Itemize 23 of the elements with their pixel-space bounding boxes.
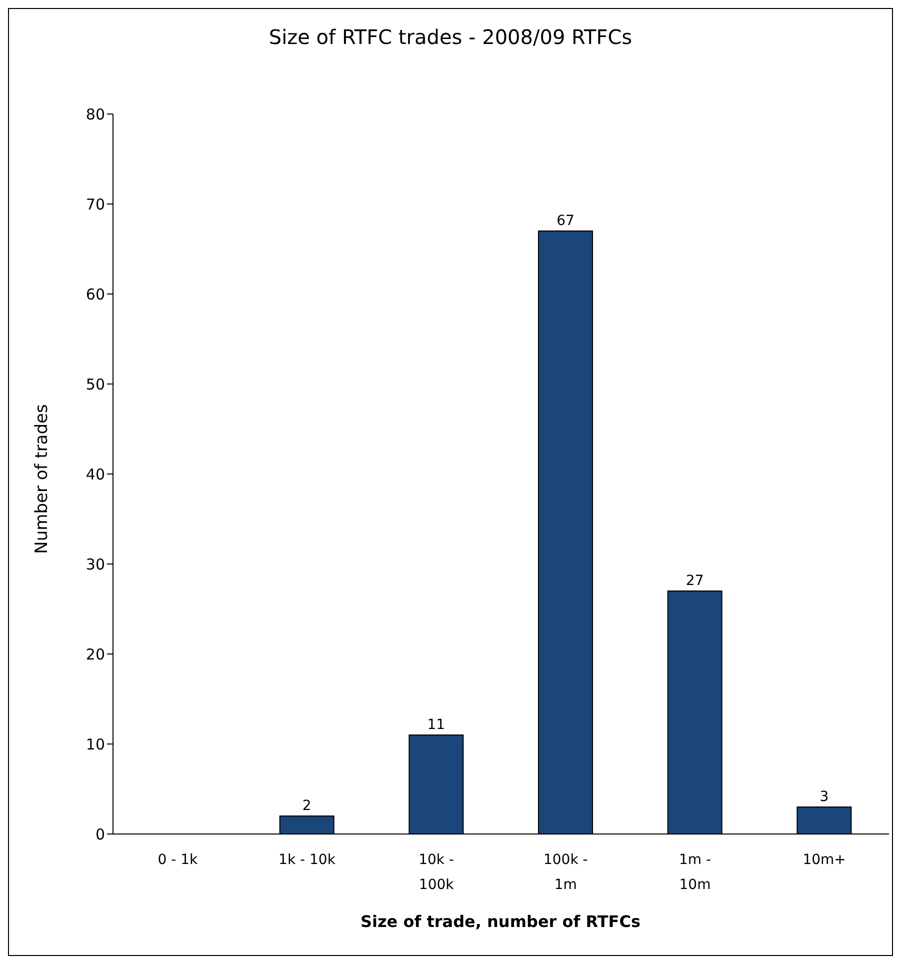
- y-tick-label: 50: [86, 375, 105, 394]
- x-tick-label: 1k - 10k: [278, 852, 336, 868]
- x-tick-label: 100k - 1m: [543, 852, 588, 893]
- chart-title: Size of RTFC trades - 2008/09 RTFCs: [268, 25, 634, 49]
- x-axis-title: Size of trade, number of RTFCs: [359, 912, 642, 931]
- x-tick-label: 10m+: [802, 852, 846, 868]
- y-tick-label: 40: [86, 465, 105, 484]
- y-tick-label: 10: [86, 735, 105, 754]
- y-tick-label: 0: [95, 825, 105, 844]
- y-tick-label: 20: [86, 645, 105, 664]
- x-tick-label: 0 - 1k: [158, 852, 198, 868]
- y-tick-label: 70: [86, 195, 105, 214]
- y-tick-label: 30: [86, 555, 105, 574]
- x-tick-label: 1m - 10m: [678, 852, 712, 893]
- y-axis-title: Number of trades: [32, 404, 52, 554]
- data-label: 3: [820, 789, 829, 805]
- data-label: 2: [302, 798, 312, 814]
- y-tick-label: 80: [86, 105, 105, 124]
- data-label: 27: [686, 573, 704, 589]
- data-label: 11: [427, 717, 446, 733]
- x-tick-label: 10k - 100k: [418, 852, 455, 893]
- data-label: 67: [556, 213, 574, 229]
- y-tick-label: 60: [86, 285, 105, 304]
